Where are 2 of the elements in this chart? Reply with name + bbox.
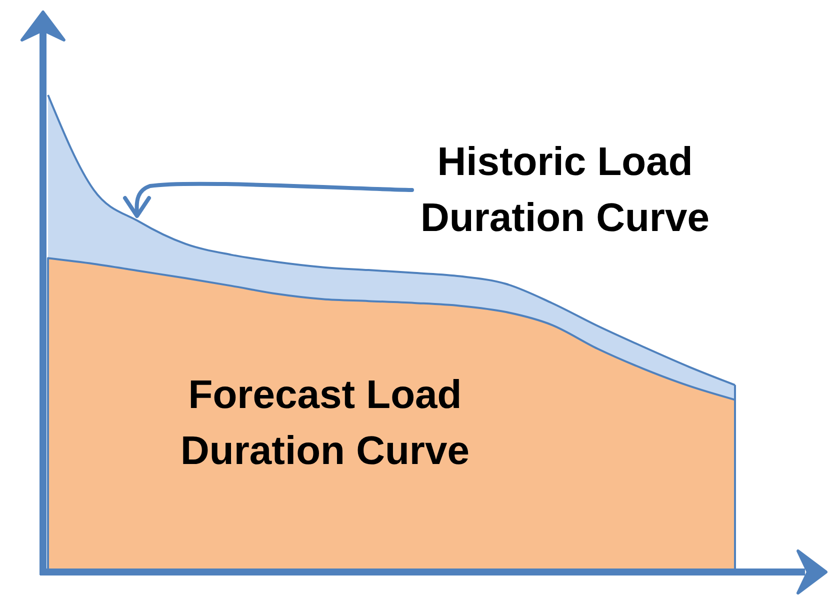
series-label: Historic Load Duration Curve — [420, 140, 710, 240]
series-label: Forecast Load Duration Curve — [180, 373, 470, 473]
